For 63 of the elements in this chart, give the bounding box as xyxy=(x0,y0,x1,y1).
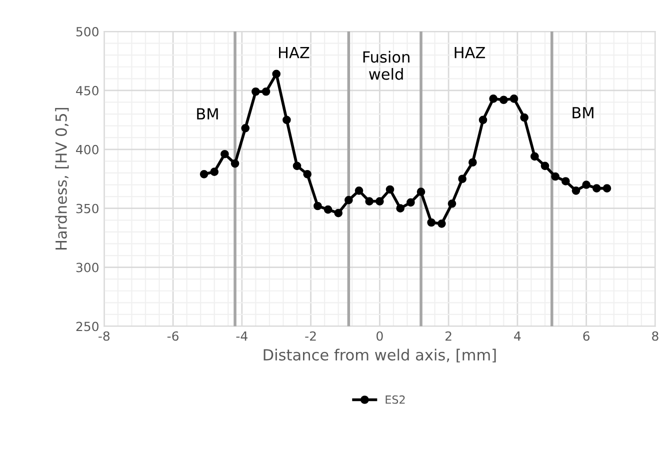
point xyxy=(220,150,229,158)
x-tick-label: 8 xyxy=(652,331,658,341)
point xyxy=(427,218,436,227)
point xyxy=(416,188,426,196)
point xyxy=(252,87,260,96)
point xyxy=(510,94,518,103)
point xyxy=(262,87,270,96)
point xyxy=(230,159,240,168)
point xyxy=(406,198,415,207)
x-tick-label: -4 xyxy=(236,331,248,341)
point xyxy=(438,220,446,228)
x-axis-title: Distance from weld axis, [mm] xyxy=(264,348,496,362)
annotation: HAZ xyxy=(454,46,486,58)
y-tick-label: 350 xyxy=(76,204,98,214)
point xyxy=(499,96,508,104)
point xyxy=(458,174,467,184)
point xyxy=(354,186,364,195)
annotation: BM xyxy=(197,108,218,120)
point xyxy=(376,197,384,206)
point xyxy=(489,94,498,103)
legend-label: ES2 xyxy=(386,395,405,404)
point xyxy=(200,170,208,178)
point xyxy=(520,113,528,122)
point xyxy=(334,208,343,218)
point xyxy=(468,158,477,167)
point xyxy=(602,184,612,192)
x-tick-label: 2 xyxy=(446,331,452,341)
x-tick-label: -2 xyxy=(305,331,316,341)
point xyxy=(365,197,374,206)
y-tick-label: 450 xyxy=(76,86,98,96)
y-tick-label: 500 xyxy=(76,26,98,36)
point xyxy=(314,202,322,210)
point xyxy=(582,180,590,189)
point xyxy=(551,172,560,181)
point xyxy=(210,168,219,176)
point xyxy=(292,162,302,170)
point xyxy=(540,162,550,170)
annotation: BM xyxy=(572,107,594,118)
point xyxy=(592,184,601,192)
x-tick-label: 0 xyxy=(376,331,383,341)
point xyxy=(272,70,281,78)
point xyxy=(282,116,291,124)
y-tick-label: 250 xyxy=(76,322,98,332)
point xyxy=(478,116,488,124)
point xyxy=(530,152,539,161)
y-axis-title: Hardness, [HV 0,5] xyxy=(55,108,69,250)
point xyxy=(324,205,332,214)
point xyxy=(344,196,353,204)
y-tick-label: 400 xyxy=(76,144,98,154)
point xyxy=(241,124,250,132)
point xyxy=(448,199,456,208)
y-tick-label: 300 xyxy=(76,262,98,272)
annotation: HAZ xyxy=(279,46,310,58)
point xyxy=(396,204,405,213)
point xyxy=(386,185,394,194)
x-tick-label: 6 xyxy=(583,331,590,341)
x-tick-label: -6 xyxy=(167,331,178,341)
point xyxy=(572,186,580,195)
point xyxy=(561,177,570,186)
x-tick-label: 4 xyxy=(514,331,521,341)
annotation: Fusion weld xyxy=(363,50,410,80)
point xyxy=(303,170,312,178)
x-tick-label: -8 xyxy=(98,331,110,341)
